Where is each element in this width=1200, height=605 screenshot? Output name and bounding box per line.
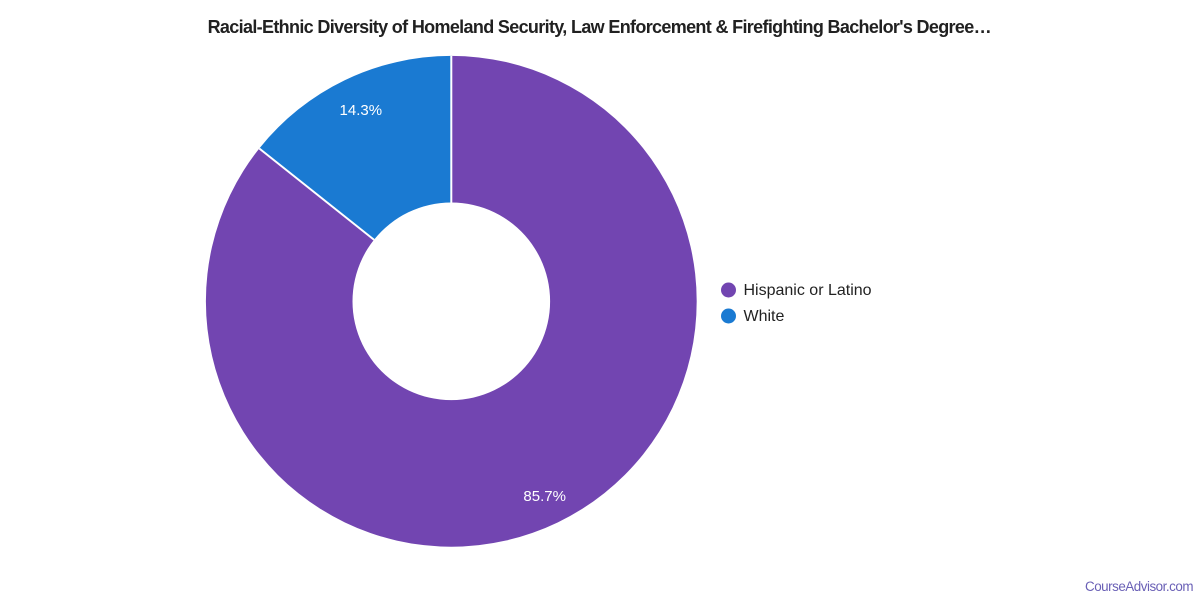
svg-text:85.7%: 85.7% — [523, 488, 566, 505]
svg-text:Hispanic or Latino: Hispanic or Latino — [744, 282, 872, 299]
svg-text:CourseAdvisor.com: CourseAdvisor.com — [1085, 579, 1194, 594]
svg-text:Racial-Ethnic Diversity of Hom: Racial-Ethnic Diversity of Homeland Secu… — [208, 17, 992, 37]
svg-text:White: White — [744, 308, 785, 325]
svg-text:14.3%: 14.3% — [340, 102, 383, 119]
